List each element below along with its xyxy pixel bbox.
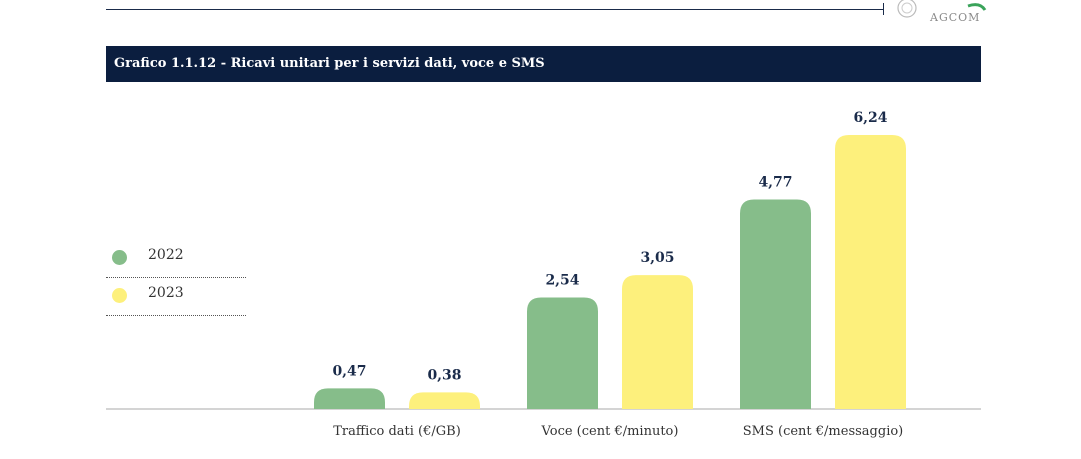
data-label-2022-0: 0,47 (332, 363, 366, 379)
category-label-1: Voce (cent €/minuto) (541, 424, 679, 439)
bar-2023-1 (622, 275, 693, 409)
bar-2023-2 (835, 135, 906, 409)
data-label-2022-1: 2,54 (545, 272, 579, 288)
chart-title-bar: Grafico 1.1.12 - Ricavi unitari per i se… (106, 46, 981, 82)
header-rule (106, 9, 884, 10)
data-label-2023-2: 6,24 (853, 110, 887, 126)
bar-2023-0 (409, 392, 480, 409)
bar-2022-2 (740, 199, 811, 409)
bar-2022-0 (314, 388, 385, 409)
legend-dot-2022 (112, 250, 127, 265)
agcom-logo-text: AGCOM (930, 11, 981, 24)
legend-label-2023: 2023 (148, 285, 184, 301)
header-rule-tick (883, 3, 884, 15)
category-label-2: SMS (cent €/messaggio) (743, 424, 904, 439)
legend-label-2022: 2022 (148, 247, 184, 263)
data-label-2022-2: 4,77 (758, 175, 792, 191)
legend-dot-2023 (112, 288, 127, 303)
chart-title: Grafico 1.1.12 - Ricavi unitari per i se… (114, 56, 545, 71)
bar-2022-1 (527, 297, 598, 409)
category-label-0: Traffico dati (€/GB) (333, 424, 461, 439)
data-label-2023-1: 3,05 (640, 250, 674, 266)
data-label-2023-0: 0,38 (427, 367, 461, 383)
agcom-emblem-icon (897, 0, 987, 18)
legend-item-2023: 2023 (106, 279, 246, 316)
legend-item-2022: 2022 (106, 241, 246, 278)
